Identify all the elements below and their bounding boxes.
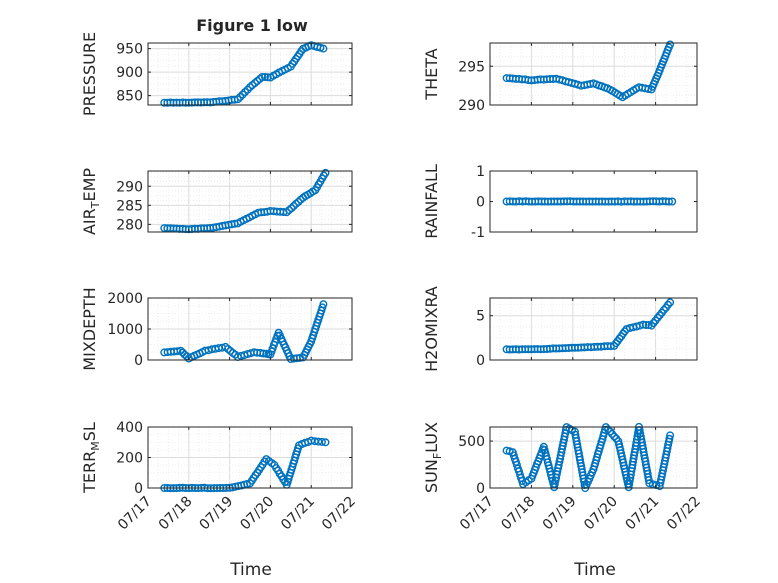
y-axis-label: MIXDEPTH xyxy=(80,287,99,370)
data-point xyxy=(236,92,245,101)
data-point xyxy=(666,431,675,440)
data-point xyxy=(285,206,294,215)
x-tick-label: 07/21 xyxy=(278,494,318,534)
axes-box xyxy=(489,42,698,106)
y-axis-label: H2OMIXRA xyxy=(422,286,441,372)
y-axis-label: RAINFALL xyxy=(422,164,441,239)
data-point xyxy=(665,197,674,206)
x-tick-label: 07/21 xyxy=(623,494,663,534)
subplot-air-temp: 280 285 290 AIRTEMP xyxy=(80,168,353,235)
figure-title: Figure 1 low xyxy=(196,16,308,35)
data-point xyxy=(287,204,296,213)
x-axis-label-right: Time xyxy=(573,560,616,580)
grid xyxy=(147,171,353,232)
data-point xyxy=(604,425,613,434)
data-point xyxy=(261,72,270,81)
data-point xyxy=(665,434,674,443)
data-point xyxy=(282,208,291,217)
x-tick-label: 07/18 xyxy=(498,494,538,534)
data-point xyxy=(258,72,267,81)
y-axis-label: PRESSURE xyxy=(80,32,99,116)
x-tick-label: 07/22 xyxy=(664,494,704,534)
data-point xyxy=(641,321,650,330)
subplot-mixdepth: 0 1000 2000 MIXDEPTH xyxy=(80,287,353,371)
axes-box xyxy=(147,42,353,106)
data-point xyxy=(664,300,673,309)
y-tick-label: 0 xyxy=(476,195,485,211)
y-tick-label: 0 xyxy=(476,353,485,369)
data-point xyxy=(666,40,675,49)
data-point xyxy=(666,298,675,307)
data-point xyxy=(263,73,272,82)
data-point xyxy=(289,201,298,210)
x-tick-label: 07/20 xyxy=(237,494,277,534)
data-point xyxy=(606,427,615,436)
x-tick-label: 07/18 xyxy=(156,494,196,534)
y-axis-label: AIRTEMP xyxy=(80,168,102,235)
data-points xyxy=(502,298,675,354)
y-tick-label: 1 xyxy=(476,164,485,180)
data-point xyxy=(319,44,328,53)
data-point xyxy=(645,479,654,488)
y-tick-label: 0 xyxy=(134,353,143,369)
y-tick-label: 285 xyxy=(116,198,143,214)
data-point xyxy=(233,95,242,104)
subplot-rainfall: -1 0 1 RAINFALL xyxy=(422,164,698,241)
data-point xyxy=(644,84,653,93)
data-points xyxy=(160,436,330,493)
data-point xyxy=(173,347,182,356)
y-tick-label: 290 xyxy=(116,179,143,195)
x-tick-label: 07/19 xyxy=(540,494,580,534)
subplot-h2omixra: 0 5 H2OMIXRA xyxy=(422,286,698,372)
x-tick-label: 07/22 xyxy=(319,494,359,534)
data-point xyxy=(294,197,303,206)
data-point xyxy=(644,476,653,485)
data-point xyxy=(610,432,619,441)
axes-box xyxy=(489,297,698,361)
data-point xyxy=(317,437,326,446)
subplot-theta: 290 295 THETA xyxy=(422,40,698,114)
y-tick-label: 280 xyxy=(116,217,143,233)
subplot-sun-flux: 0 500 07/17 07/18 07/19 07/20 07/21 07/22 SUNFLU… xyxy=(422,422,704,533)
y-tick-label: 290 xyxy=(458,98,485,114)
y-tick-label: 850 xyxy=(116,89,143,105)
data-points xyxy=(502,197,677,206)
y-tick-label: -1 xyxy=(471,225,485,241)
y-tick-label: 500 xyxy=(458,434,485,450)
data-point xyxy=(176,346,185,355)
data-point xyxy=(319,300,328,309)
data-points xyxy=(502,40,675,102)
data-point xyxy=(659,305,668,314)
x-tick-label: 07/20 xyxy=(581,494,621,534)
y-tick-label: 295 xyxy=(458,59,485,75)
y-tick-label: 5 xyxy=(476,309,485,325)
axes-box xyxy=(489,426,698,489)
y-axis-label: TERRMSL xyxy=(80,422,102,494)
y-tick-label: 200 xyxy=(116,451,143,467)
data-point xyxy=(238,90,247,99)
y-tick-label: 1000 xyxy=(107,322,143,338)
y-axis-label: THETA xyxy=(422,48,441,100)
data-point xyxy=(668,197,677,206)
y-tick-label: 900 xyxy=(116,65,143,81)
data-points xyxy=(160,300,328,364)
y-tick-label: 400 xyxy=(116,420,143,436)
y-tick-label: 0 xyxy=(476,481,485,497)
axes-box xyxy=(147,170,353,233)
subplot-pressure: 850 900 950 PRESSURE xyxy=(80,32,353,116)
y-tick-label: 950 xyxy=(116,42,143,58)
x-tick-label: 07/19 xyxy=(197,494,237,534)
y-tick-label: 0 xyxy=(134,481,143,497)
y-axis-label: SUNFLUX xyxy=(422,422,444,493)
x-tick-label: 07/17 xyxy=(457,494,497,534)
y-tick-label: 2000 xyxy=(107,291,143,307)
x-tick-label: 07/17 xyxy=(115,494,155,534)
data-point xyxy=(321,438,330,447)
data-point xyxy=(321,168,330,177)
grid xyxy=(147,43,353,105)
subplot-terr-msl: 0 200 400 07/17 07/18 07/19 07/20 07/21 07/22 TER… xyxy=(80,420,359,533)
x-axis-label-left: Time xyxy=(229,560,272,580)
